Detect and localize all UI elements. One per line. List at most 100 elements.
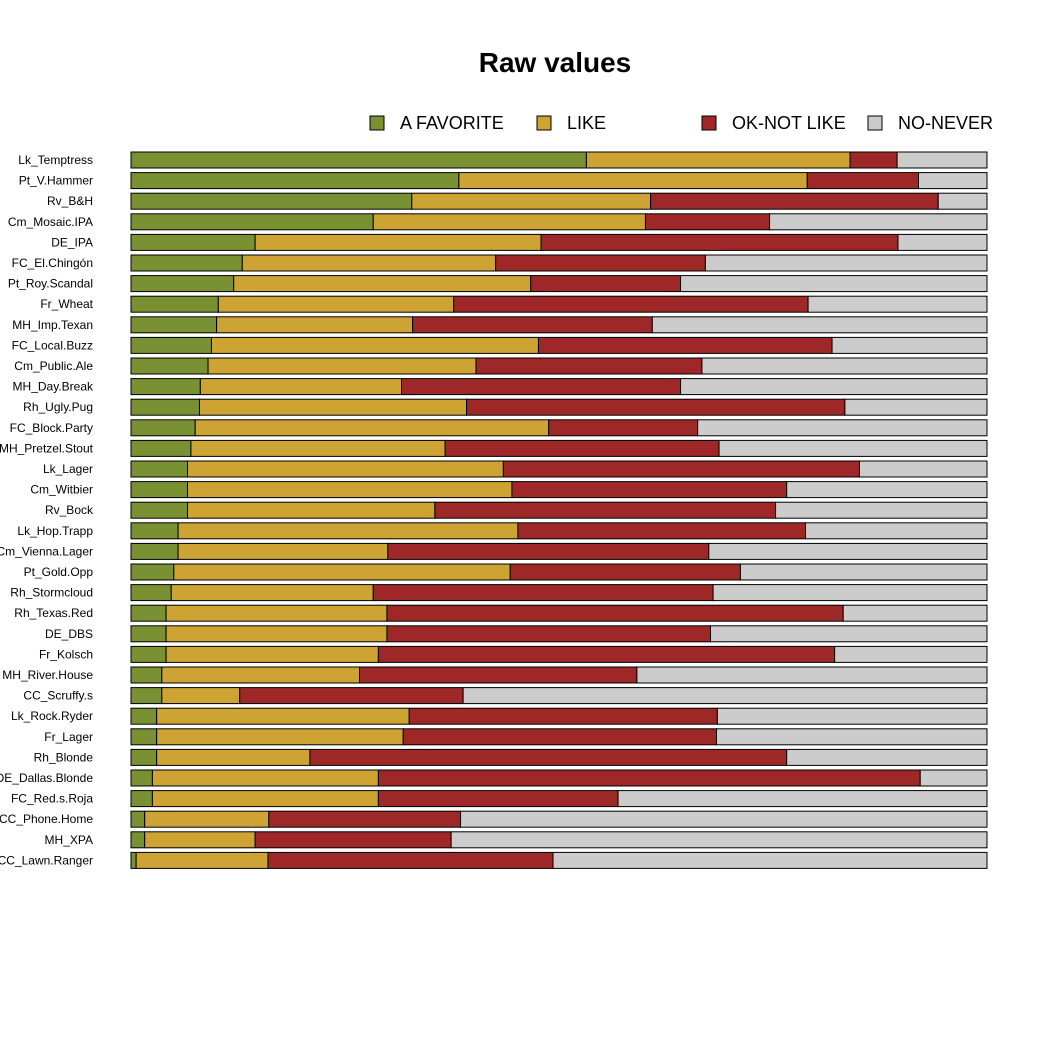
- bar-segment: [130, 584, 172, 602]
- category-label: Cm_Vienna.Lager: [0, 544, 93, 558]
- bar-segment: [241, 254, 497, 272]
- bar-segment: [511, 481, 788, 499]
- category-label: Pt_V.Hammer: [19, 174, 93, 188]
- bar-segment: [786, 481, 988, 499]
- bar-segment: [130, 233, 256, 251]
- bar-segment: [173, 563, 511, 581]
- bar-segment: [701, 357, 988, 375]
- bar-segment: [502, 460, 860, 478]
- bar-segment: [718, 439, 988, 457]
- bar-segment: [495, 254, 706, 272]
- legend-swatch: [536, 115, 552, 131]
- bar-segment: [130, 460, 188, 478]
- legend-label: NO-NEVER: [898, 113, 993, 133]
- bar-segment: [130, 378, 201, 396]
- category-label: Cm_Mosaic.IPA: [8, 215, 93, 229]
- category-label: Rh_Ugly.Pug: [23, 400, 93, 414]
- bar-segment: [517, 522, 807, 540]
- bar-segment: [807, 295, 988, 313]
- bar-segment: [130, 707, 158, 725]
- bar-segment: [849, 151, 898, 169]
- bar-segment: [716, 728, 988, 746]
- bar-segment: [585, 151, 851, 169]
- category-label: FC_El.Chingón: [12, 256, 93, 270]
- bar-segment: [697, 419, 988, 437]
- bar-segment: [130, 501, 188, 519]
- bar-segment: [680, 275, 988, 293]
- bar-segment: [130, 275, 235, 293]
- bars: [130, 151, 988, 869]
- bar-segment: [165, 625, 388, 643]
- bar-segment: [775, 501, 988, 519]
- bar-segment: [712, 584, 988, 602]
- bar-segment: [217, 295, 455, 313]
- bar-segment: [187, 501, 436, 519]
- bar-segment: [130, 522, 179, 540]
- category-label: DE_Dallas.Blonde: [0, 771, 93, 785]
- bar-segment: [509, 563, 741, 581]
- bar-segment: [651, 316, 988, 334]
- category-label: Fr_Wheat: [40, 297, 93, 311]
- category-label: Rh_Blonde: [34, 750, 94, 764]
- bar-segment: [130, 213, 374, 231]
- bar-segment: [161, 687, 241, 705]
- category-label: Fr_Kolsch: [39, 647, 93, 661]
- bar-segment: [156, 728, 404, 746]
- bar-segment: [897, 233, 988, 251]
- category-label: FC_Local.Buzz: [12, 338, 93, 352]
- bar-segment: [458, 172, 808, 190]
- bar-segment: [386, 604, 844, 622]
- bar-segment: [130, 151, 587, 169]
- bar-segment: [130, 542, 179, 560]
- bar-segment: [130, 481, 188, 499]
- bar-segment: [552, 851, 988, 869]
- category-label: MH_Day.Break: [13, 380, 94, 394]
- bar-segment: [151, 769, 379, 787]
- bar-segment: [650, 192, 939, 210]
- bar-segment: [130, 398, 200, 416]
- bar-segment: [130, 563, 175, 581]
- bar-segment: [466, 398, 846, 416]
- category-label: FC_Red.s.Roja: [11, 792, 93, 806]
- bar-segment: [130, 769, 153, 787]
- bar-segment: [359, 666, 638, 684]
- bar-segment: [130, 172, 460, 190]
- legend-label: LIKE: [567, 113, 606, 133]
- bar-segment: [453, 295, 809, 313]
- bar-segment: [130, 728, 158, 746]
- bar-segment: [216, 316, 414, 334]
- bar-segment: [858, 460, 988, 478]
- legend-swatch: [701, 115, 717, 131]
- category-label: CC_Phone.Home: [0, 812, 93, 826]
- bar-segment: [372, 213, 646, 231]
- bar-segment: [233, 275, 532, 293]
- bar-segment: [402, 728, 718, 746]
- category-label: DE_IPA: [51, 235, 93, 249]
- bar-segment: [130, 604, 167, 622]
- bar-segment: [540, 233, 899, 251]
- category-label: Rv_Bock: [45, 503, 94, 517]
- legend-swatch: [369, 115, 385, 131]
- bar-segment: [680, 378, 988, 396]
- bar-segment: [130, 748, 158, 766]
- category-label: Rh_Texas.Red: [14, 606, 93, 620]
- bar-segment: [918, 172, 988, 190]
- bar-segment: [268, 810, 462, 828]
- bar-segment: [130, 625, 167, 643]
- bar-segment: [805, 522, 988, 540]
- bar-segment: [739, 563, 988, 581]
- category-label: DE_DBS: [45, 627, 93, 641]
- category-label: MH_XPA: [45, 833, 93, 847]
- bar-segment: [806, 172, 920, 190]
- bar-segment: [130, 419, 196, 437]
- bar-segment: [444, 439, 720, 457]
- bar-segment: [239, 687, 464, 705]
- bar-segment: [937, 192, 988, 210]
- bar-segment: [710, 625, 988, 643]
- bar-segment: [130, 831, 146, 849]
- bar-segment: [537, 336, 833, 354]
- bar-segment: [130, 687, 163, 705]
- bar-segment: [165, 645, 379, 663]
- category-label: MH_Imp.Texan: [12, 318, 93, 332]
